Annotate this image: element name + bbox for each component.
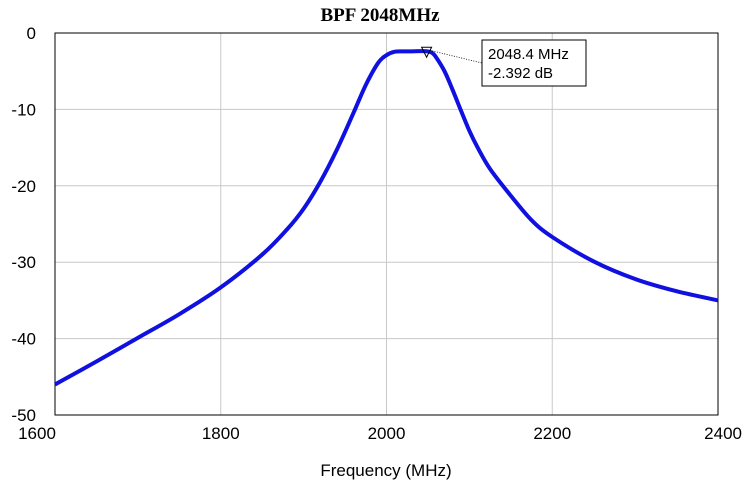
x-tick-labels: 1600 1800 2000 2200 2400 [18, 424, 742, 443]
y-tick-label: -20 [11, 177, 36, 196]
chart-title: BPF 2048MHz [320, 5, 440, 26]
marker-frequency: 2048.4 MHz [488, 46, 569, 63]
series-line [54, 49, 719, 387]
marker-group: 2048.4 MHz -2.392 dB [420, 39, 587, 87]
y-tick-label: -10 [11, 100, 36, 119]
plot-frame [54, 32, 719, 416]
y-tick-label: 0 [27, 24, 36, 43]
marker-value: -2.392 dB [488, 65, 553, 82]
y-tick-labels: 0 -10 -20 -30 -40 -50 [11, 24, 36, 425]
x-axis-label: Frequency (MHz) [320, 461, 451, 480]
y-tick-label: -40 [11, 330, 36, 349]
x-tick-label: 2000 [368, 424, 406, 443]
marker-triangle-icon [420, 46, 433, 59]
x-tick-label: 1800 [202, 424, 240, 443]
x-tick-label: 2400 [704, 424, 742, 443]
y-tick-label: -50 [11, 406, 36, 425]
x-tick-label: 1600 [18, 424, 56, 443]
marker-label-box [481, 39, 587, 87]
grid-lines [54, 32, 719, 416]
x-tick-label: 2200 [533, 424, 571, 443]
y-tick-label: -30 [11, 253, 36, 272]
